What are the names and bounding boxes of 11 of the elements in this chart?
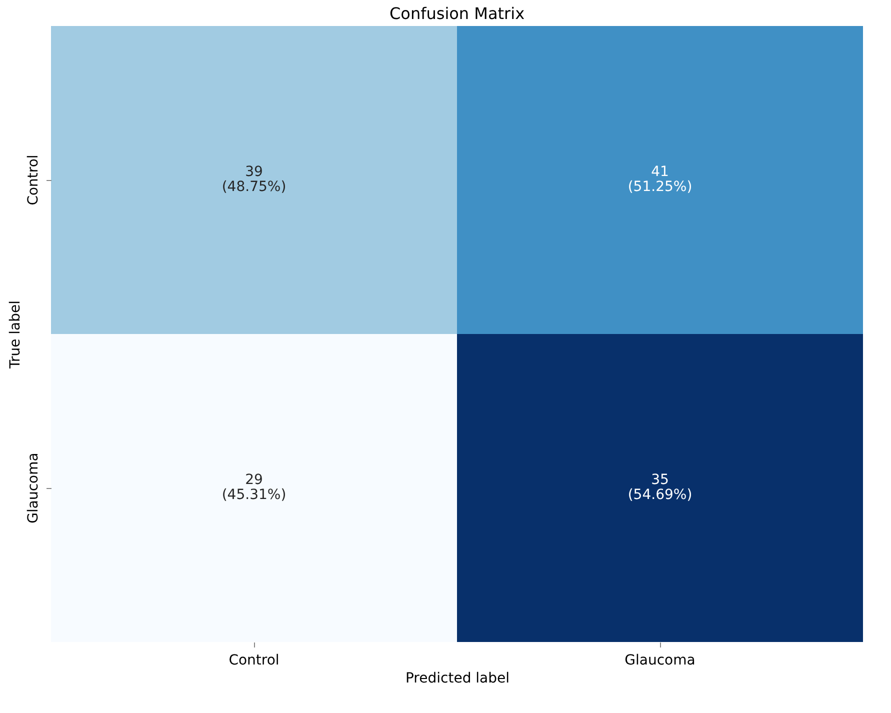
data-label: 29	[245, 472, 263, 488]
data-label: 39	[245, 164, 263, 180]
chart-title: Confusion Matrix	[389, 4, 525, 23]
x-axis-title: Predicted label	[405, 670, 510, 686]
annotation: (51.25%)	[628, 179, 692, 195]
annotation: (54.69%)	[628, 487, 692, 503]
annotation: (48.75%)	[222, 179, 286, 195]
y-axis-title: True label	[8, 300, 24, 370]
annotation: (45.31%)	[222, 487, 286, 503]
data-label: 35	[651, 472, 669, 488]
data-label: 41	[651, 164, 669, 180]
